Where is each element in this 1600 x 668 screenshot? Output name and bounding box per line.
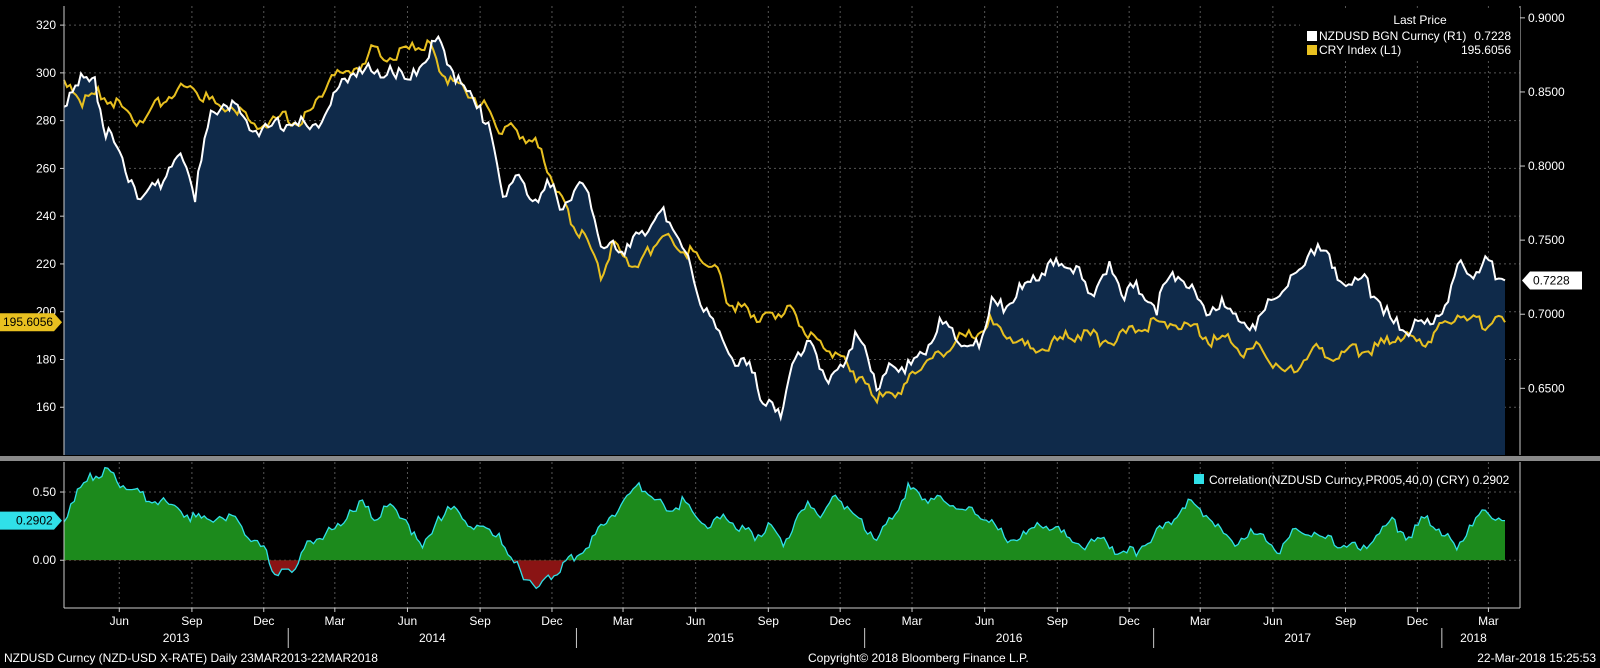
x-axis-month-label: Jun: [398, 614, 417, 628]
nzdusd-line: [63, 34, 1506, 422]
x-axis-month-label: Dec: [1118, 614, 1139, 628]
x-axis-month-label: Mar: [902, 614, 923, 628]
top-legend-title: Last Price: [1393, 13, 1447, 27]
x-axis-month-label: Jun: [1263, 614, 1282, 628]
x-axis-month-label: Sep: [1335, 614, 1357, 628]
x-axis-year-label: 2018: [1460, 631, 1487, 645]
right-axis-tick-label: 0.7500: [1528, 233, 1565, 247]
bottom-panel-gridlines: [0, 456, 1600, 608]
x-axis-year-label: 2016: [996, 631, 1023, 645]
legend-swatch-correlation: [1194, 474, 1204, 484]
left-axis-tick-label: 240: [36, 209, 56, 223]
cry-last-value-label: 195.6056: [3, 315, 53, 329]
right-axis-tick-label: 0.7000: [1528, 307, 1565, 321]
footer-timestamp: 22-Mar-2018 15:25:53: [1477, 651, 1596, 665]
bottom-panel-area: [63, 466, 1506, 590]
right-axis-tick-label: 0.6500: [1528, 381, 1565, 395]
legends: Last Price NZDUSD BGN Curncy (R1) 0.7228 CR…: [1194, 8, 1520, 487]
left-axis-tick-label: 160: [36, 400, 56, 414]
x-axis-month-label: Dec: [253, 614, 274, 628]
legend-label-cry: CRY Index (L1): [1319, 43, 1401, 57]
left-axis-tick-label: 260: [36, 161, 56, 175]
x-axis-month-label: Dec: [829, 614, 850, 628]
x-axis-month-label: Mar: [324, 614, 345, 628]
footer-security-info: NZDUSD Curncy (NZD-USD X-RATE) Daily 23M…: [4, 651, 378, 665]
x-axis-month-label: Jun: [975, 614, 994, 628]
correlation-positive-area: [64, 467, 1505, 561]
x-axis-year-label: 2013: [163, 631, 190, 645]
top-legend-box: [1300, 8, 1520, 60]
nzdusd-area: [64, 36, 1505, 455]
top-panel-axes: 1601802002202402602803003200.65000.70000…: [0, 6, 1582, 455]
x-axis-month-label: Jun: [110, 614, 129, 628]
correlation-axis-tick-label: 0.50: [33, 485, 57, 499]
correlation-last-value-tag: [0, 511, 62, 530]
left-axis-tick-label: 180: [36, 352, 56, 366]
correlation-last-value-label: 0.2902: [16, 514, 53, 528]
x-axis-month-label: Mar: [1478, 614, 1499, 628]
nzdusd-last-value-label: 0.7228: [1533, 273, 1570, 287]
right-axis-tick-label: 0.9000: [1528, 11, 1565, 25]
x-axis-year-label: 2017: [1284, 631, 1311, 645]
footer-copyright: Copyright© 2018 Bloomberg Finance L.P.: [808, 651, 1029, 665]
panel-divider: [0, 456, 1600, 461]
legend-swatch-cry: [1307, 45, 1317, 55]
top-panel-area: [64, 36, 1505, 455]
legend-label-nzdusd: NZDUSD BGN Curncy (R1): [1319, 29, 1466, 43]
legend-value-cry: 195.6056: [1461, 43, 1511, 57]
x-axis-month-label: Sep: [469, 614, 491, 628]
right-axis-tick-label: 0.8000: [1528, 159, 1565, 173]
left-axis-tick-label: 320: [36, 18, 56, 32]
cry-index-line: [63, 38, 1506, 405]
top-panel-lines: [63, 34, 1506, 422]
x-axis-month-label: Jun: [686, 614, 705, 628]
left-axis-tick-label: 280: [36, 114, 56, 128]
left-axis-tick-label: 300: [36, 66, 56, 80]
bottom-panel-axes: 0.00 0.50 0.2902: [0, 462, 1521, 608]
x-axis-month-label: Mar: [1190, 614, 1211, 628]
correlation-line: [63, 466, 1506, 590]
legend-value-nzdusd: 0.7228: [1474, 29, 1511, 43]
x-axis-month-label: Dec: [1407, 614, 1428, 628]
correlation-axis-tick-label: 0.00: [33, 553, 57, 567]
x-axis: Jun Sep Dec Mar Jun Sep Dec Mar Jun Sep Dec Mar Jun S…: [64, 607, 1520, 648]
x-axis-year-label: 2015: [707, 631, 734, 645]
legend-label-correlation: Correlation(NZDUSD Curncy,PR005,40,0) (C…: [1209, 473, 1510, 487]
left-axis-tick-label: 220: [36, 257, 56, 271]
right-axis-tick-label: 0.8500: [1528, 85, 1565, 99]
legend-swatch-nzdusd: [1307, 31, 1317, 41]
nzdusd-last-value-tag: [1522, 271, 1582, 290]
x-axis-month-label: Mar: [613, 614, 634, 628]
x-axis-month-label: Dec: [541, 614, 562, 628]
x-axis-month-label: Sep: [758, 614, 780, 628]
x-axis-month-label: Sep: [1047, 614, 1069, 628]
cry-last-value-tag: [0, 313, 62, 332]
x-axis-month-label: Sep: [181, 614, 203, 628]
x-axis-year-label: 2014: [419, 631, 446, 645]
